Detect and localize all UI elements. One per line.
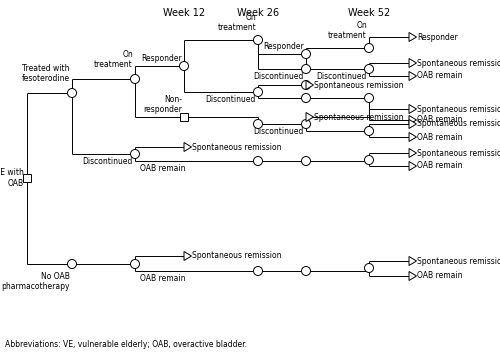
Polygon shape [306,113,314,121]
Circle shape [364,44,374,52]
Text: Discontinued: Discontinued [316,72,367,81]
Polygon shape [306,80,314,90]
Circle shape [254,87,262,97]
Text: Discontinued: Discontinued [254,127,304,136]
Circle shape [254,120,262,129]
Circle shape [302,93,310,103]
Circle shape [180,62,188,70]
Polygon shape [409,72,416,80]
Text: Discontinued: Discontinued [254,72,304,81]
Circle shape [130,149,140,159]
Text: Week 52: Week 52 [348,8,390,18]
Circle shape [302,80,310,90]
Text: OAB remain: OAB remain [417,161,463,171]
Text: On
treatment: On treatment [328,21,367,40]
Polygon shape [409,257,416,266]
Polygon shape [409,33,416,41]
Text: Discontinued: Discontinued [82,157,133,166]
Text: OAB remain: OAB remain [417,272,463,280]
Text: Responder: Responder [417,33,458,41]
Text: No OAB
pharmacotherapy: No OAB pharmacotherapy [2,272,70,291]
Text: Spontaneous remission: Spontaneous remission [417,104,500,114]
Text: Treated with
fesoterodine: Treated with fesoterodine [22,64,70,83]
Text: OAB remain: OAB remain [140,274,186,283]
Text: Spontaneous remission: Spontaneous remission [417,58,500,68]
Circle shape [130,74,140,84]
Polygon shape [409,148,416,158]
Text: Spontaneous remission: Spontaneous remission [417,257,500,266]
Polygon shape [409,161,416,171]
Circle shape [302,50,310,58]
Text: Spontaneous remission: Spontaneous remission [417,148,500,158]
Bar [180,113,188,121]
Text: On
treatment: On treatment [217,13,256,32]
Text: Abbreviations: VE, vulnerable elderly; OAB, overactive bladder.: Abbreviations: VE, vulnerable elderly; O… [5,340,247,349]
Text: Spontaneous remission: Spontaneous remission [192,251,282,261]
Circle shape [302,267,310,275]
Polygon shape [409,120,416,129]
Text: Spontaneous remission: Spontaneous remission [314,113,404,121]
Bar [23,174,31,182]
Text: Spontaneous remission: Spontaneous remission [417,120,500,129]
Circle shape [364,126,374,136]
Circle shape [364,64,374,74]
Polygon shape [409,132,416,142]
Circle shape [130,259,140,268]
Text: OAB remain: OAB remain [140,164,186,173]
Text: OAB remain: OAB remain [417,115,463,125]
Polygon shape [409,58,416,68]
Polygon shape [184,251,192,261]
Circle shape [68,88,76,97]
Polygon shape [409,272,416,280]
Circle shape [254,35,262,45]
Circle shape [364,155,374,165]
Text: OAB remain: OAB remain [417,132,463,142]
Circle shape [68,259,76,268]
Text: Week 12: Week 12 [163,8,205,18]
Circle shape [364,93,374,103]
Text: Discontinued: Discontinued [206,95,256,104]
Circle shape [254,156,262,166]
Text: Responder: Responder [263,42,304,51]
Circle shape [364,263,374,273]
Text: On
treatment: On treatment [94,50,133,69]
Polygon shape [409,115,416,125]
Polygon shape [409,104,416,114]
Text: Spontaneous remission: Spontaneous remission [314,80,404,90]
Text: Non-
responder: Non- responder [143,95,182,114]
Circle shape [302,64,310,74]
Text: Spontaneous remission: Spontaneous remission [192,143,282,152]
Text: VE with
OAB: VE with OAB [0,168,24,188]
Circle shape [254,267,262,275]
Text: OAB remain: OAB remain [417,72,463,80]
Text: Week 26: Week 26 [237,8,279,18]
Text: Responder: Responder [142,54,182,63]
Circle shape [302,120,310,129]
Polygon shape [184,143,192,152]
Circle shape [302,156,310,166]
